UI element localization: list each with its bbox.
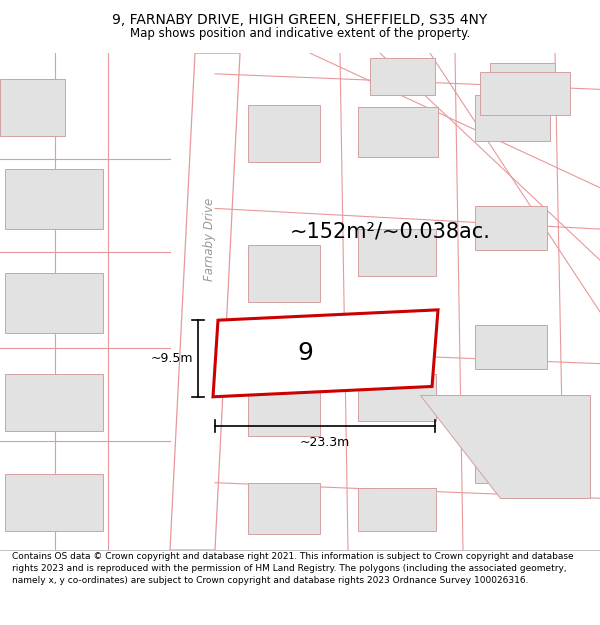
- Bar: [475, 206, 547, 250]
- Text: 9, FARNABY DRIVE, HIGH GREEN, SHEFFIELD, S35 4NY: 9, FARNABY DRIVE, HIGH GREEN, SHEFFIELD,…: [112, 13, 488, 28]
- Bar: [370, 58, 435, 94]
- Text: Farnaby Drive: Farnaby Drive: [203, 198, 217, 281]
- Bar: [358, 229, 436, 276]
- Text: ~9.5m: ~9.5m: [151, 352, 193, 365]
- Bar: [475, 441, 547, 483]
- Bar: [248, 105, 320, 162]
- Text: ~23.3m: ~23.3m: [300, 436, 350, 449]
- Polygon shape: [170, 53, 240, 550]
- Bar: [475, 94, 550, 141]
- Bar: [5, 169, 103, 229]
- Text: 9: 9: [298, 341, 313, 366]
- Bar: [5, 374, 103, 431]
- Text: ~152m²/~0.038ac.: ~152m²/~0.038ac.: [290, 221, 490, 241]
- Bar: [5, 272, 103, 332]
- Bar: [475, 326, 547, 369]
- Bar: [248, 482, 320, 534]
- Bar: [480, 72, 570, 115]
- Bar: [358, 107, 438, 157]
- Bar: [490, 64, 555, 100]
- Polygon shape: [420, 395, 590, 498]
- Bar: [358, 374, 436, 421]
- Bar: [248, 379, 320, 436]
- Bar: [5, 474, 103, 531]
- Bar: [248, 244, 320, 301]
- Polygon shape: [213, 310, 438, 397]
- Bar: [358, 488, 436, 531]
- Bar: [0, 79, 65, 136]
- Text: Contains OS data © Crown copyright and database right 2021. This information is : Contains OS data © Crown copyright and d…: [12, 552, 574, 585]
- Text: Map shows position and indicative extent of the property.: Map shows position and indicative extent…: [130, 27, 470, 40]
